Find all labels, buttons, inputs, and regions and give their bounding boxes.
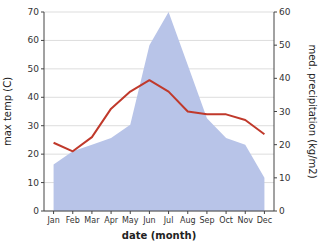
temp-line xyxy=(54,80,265,151)
y-tick xyxy=(41,12,44,13)
y-tick xyxy=(41,97,44,98)
x-tick-label: May xyxy=(122,216,139,225)
x-tick xyxy=(53,211,54,214)
x-tick-label: Sep xyxy=(199,216,214,225)
x-axis-line xyxy=(44,211,274,212)
x-tick xyxy=(206,211,207,214)
y2-tick-label: 10 xyxy=(279,173,291,183)
grid-line xyxy=(44,12,274,13)
y-axis-line xyxy=(44,12,45,211)
y2-axis-label: med. precipitation (kg/m2) xyxy=(307,44,318,178)
y2-tick-label: 0 xyxy=(279,206,285,216)
x-tick-label: Jul xyxy=(163,216,174,225)
x-tick xyxy=(226,211,227,214)
x-tick xyxy=(72,211,73,214)
y-tick-label: 70 xyxy=(28,7,40,17)
y2-tick-label: 30 xyxy=(279,107,291,117)
y2-tick-label: 60 xyxy=(279,7,291,17)
y-tick-label: 20 xyxy=(28,149,40,159)
y-axis-label: max temp (C) xyxy=(2,77,13,146)
y-tick xyxy=(41,182,44,183)
x-tick xyxy=(245,211,246,214)
x-tick-label: Nov xyxy=(237,216,253,225)
chart-svg: 0 10 20 30 40 50 60 70 0 10 20 30 40 50 60 Jan Feb Mar Apr… xyxy=(0,0,318,247)
y2-tick xyxy=(274,144,277,145)
x-tick xyxy=(130,211,131,214)
y-tick-label: 50 xyxy=(28,64,40,74)
precip-area xyxy=(54,12,265,211)
y2-tick xyxy=(274,12,277,13)
y2-tick xyxy=(274,211,277,212)
x-axis-label: date (month) xyxy=(122,230,196,241)
y-tick-label: 30 xyxy=(28,121,40,131)
y2-tick-label: 20 xyxy=(279,140,291,150)
x-tick-label: Aug xyxy=(180,216,196,225)
y-tick-label: 10 xyxy=(28,178,40,188)
x-tick xyxy=(91,211,92,214)
y2-tick-label: 50 xyxy=(279,40,291,50)
plot-area xyxy=(54,12,265,211)
y-tick xyxy=(41,40,44,41)
x-tick-label: Feb xyxy=(66,216,80,225)
x-tick xyxy=(111,211,112,214)
y-tick xyxy=(41,68,44,69)
x-tick-label: Jan xyxy=(46,216,59,225)
x-tick-label: Apr xyxy=(104,216,119,225)
x-tick-label: Oct xyxy=(219,216,233,225)
y-tick xyxy=(41,125,44,126)
y2-tick xyxy=(274,78,277,79)
y-tick-label: 40 xyxy=(28,92,40,102)
x-tick xyxy=(187,211,188,214)
x-tick xyxy=(168,211,169,214)
y-tick-label: 0 xyxy=(33,206,39,216)
x-tick-label: Jun xyxy=(142,216,156,225)
x-tick xyxy=(149,211,150,214)
y2-tick-label: 40 xyxy=(279,73,291,83)
y-tick xyxy=(41,154,44,155)
y2-tick xyxy=(274,177,277,178)
x-tick xyxy=(264,211,265,214)
y-tick xyxy=(41,211,44,212)
y2-tick xyxy=(274,45,277,46)
y-tick-label: 60 xyxy=(28,35,40,45)
y2-tick xyxy=(274,111,277,112)
x-tick-label: Dec xyxy=(257,216,272,225)
chart-container: 0 10 20 30 40 50 60 70 0 10 20 30 40 50 60 Jan Feb Mar Apr… xyxy=(0,0,318,247)
x-tick-label: Mar xyxy=(84,216,100,225)
grid-line xyxy=(44,211,274,212)
